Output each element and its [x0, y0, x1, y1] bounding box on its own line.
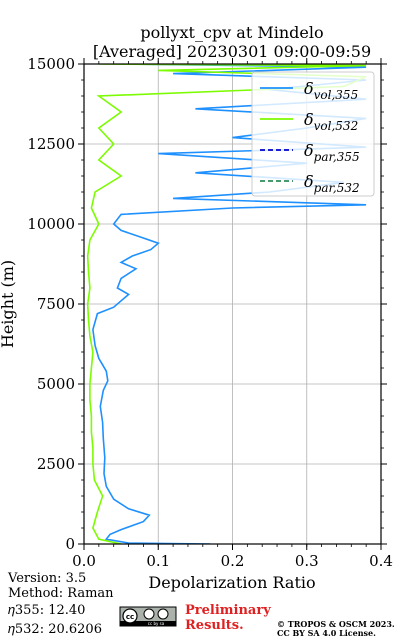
x-axis-label: Depolarization Ratio	[148, 573, 315, 592]
preliminary-line-1: Preliminary	[185, 603, 271, 618]
preliminary-line-2: Results.	[185, 618, 244, 633]
method-text: Method: Raman	[8, 586, 114, 601]
y-tick-label: 2500	[37, 455, 75, 473]
y-axis-label: Height (m)	[0, 260, 17, 348]
y-tick-label: 5000	[37, 375, 75, 393]
series-line-vol-532	[86, 64, 367, 544]
legend-symbol: δ	[304, 110, 314, 129]
creative-commons-icon: cc cc by sa	[119, 606, 177, 627]
version-text: Version: 3.5	[7, 571, 86, 586]
chart-title: pollyxt_cpv at Mindelo	[140, 23, 323, 42]
x-tick-label: 0.4	[369, 552, 393, 570]
y-tick-label: 10000	[27, 215, 75, 233]
x-tick-label: 0.0	[72, 552, 96, 570]
eta355-text: 𝜂355: 12.40	[8, 603, 85, 618]
legend-subscript: par,532	[314, 181, 360, 195]
eta532-text: 𝜂532: 20.6206	[8, 622, 102, 637]
legend-symbol: δ	[304, 79, 314, 98]
chart-subtitle: [Averaged] 20230301 09:00-09:59	[93, 42, 371, 61]
legend-label: δvol,355	[304, 79, 358, 102]
legend-label: δpar,355	[304, 141, 360, 164]
y-tick-label: 12500	[27, 135, 75, 153]
svg-text:cc: cc	[126, 613, 134, 621]
y-tick-label: 15000	[27, 55, 75, 73]
legend-box	[251, 71, 375, 197]
legend-subscript: vol,532	[314, 119, 359, 133]
legend-symbol: δ	[304, 141, 314, 160]
x-tick-label: 0.3	[295, 552, 319, 570]
copyright-line-2: CC BY SA 4.0 License.	[277, 628, 376, 638]
x-tick-label: 0.1	[146, 552, 170, 570]
y-axis: 0 2500 5000 7500 10000 12500 15000	[27, 55, 387, 553]
x-axis: 0.0 0.1 0.2 0.3 0.4	[72, 58, 393, 570]
license-badge-text: cc by sa	[148, 621, 165, 626]
legend-label: δpar,532	[304, 172, 360, 195]
legend-subscript: vol,355	[314, 88, 359, 102]
y-tick-label: 0	[65, 535, 75, 553]
x-tick-label: 0.2	[221, 552, 245, 570]
legend-symbol: δ	[304, 172, 314, 191]
legend-subscript: par,355	[314, 150, 360, 164]
legend-label: δvol,532	[304, 110, 358, 133]
copyright-line-1: © TROPOS & OSCM 2023.	[277, 619, 395, 629]
y-tick-label: 7500	[37, 295, 75, 313]
